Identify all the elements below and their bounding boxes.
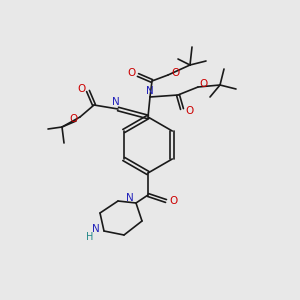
Text: N: N xyxy=(92,224,100,234)
Text: H: H xyxy=(86,232,94,242)
Text: O: O xyxy=(170,196,178,206)
Text: O: O xyxy=(77,84,85,94)
Text: N: N xyxy=(146,86,154,96)
Text: O: O xyxy=(185,106,193,116)
Text: O: O xyxy=(171,68,179,78)
Text: O: O xyxy=(69,114,77,124)
Text: O: O xyxy=(200,79,208,89)
Text: O: O xyxy=(127,68,135,78)
Text: N: N xyxy=(126,193,134,203)
Text: N: N xyxy=(112,97,120,107)
